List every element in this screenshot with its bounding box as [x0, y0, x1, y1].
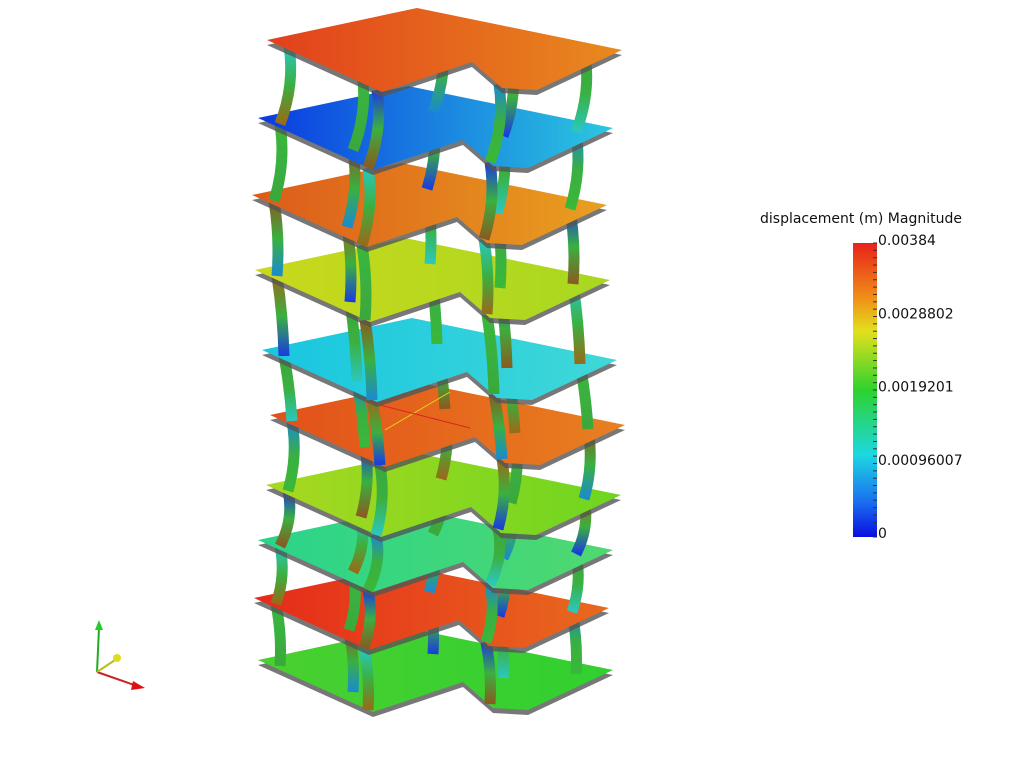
column	[356, 244, 372, 321]
column	[359, 319, 378, 401]
column	[480, 582, 498, 644]
floor-slab	[258, 86, 613, 170]
legend-tick-label: 0.00384	[878, 233, 936, 249]
floor-slab	[258, 508, 613, 592]
column	[268, 123, 288, 203]
column	[358, 588, 376, 650]
column	[484, 83, 507, 164]
column	[271, 275, 290, 357]
column	[282, 420, 300, 493]
column	[362, 89, 385, 170]
floor-slab	[252, 163, 607, 247]
column	[274, 45, 297, 126]
column	[492, 458, 510, 531]
legend-ticks	[873, 242, 877, 538]
column	[268, 200, 284, 277]
floor-slab	[267, 8, 622, 92]
column	[356, 167, 376, 247]
cursor-line	[379, 404, 471, 429]
legend-tick-label: 0.00096007	[878, 453, 963, 469]
column	[366, 399, 386, 466]
building-model	[252, 8, 625, 768]
column	[370, 464, 388, 537]
column	[481, 313, 500, 395]
floor-slab	[266, 453, 621, 537]
column	[480, 640, 496, 705]
legend-tick-label: 0.0028802	[878, 306, 954, 322]
column	[358, 646, 374, 711]
column	[478, 238, 494, 315]
color-legend: displacement (m) Magnitude 0.00384 0.0028…	[760, 211, 963, 542]
cursor-line	[384, 391, 451, 431]
orientation-axes	[95, 620, 145, 690]
floor-slab	[255, 238, 610, 322]
legend-tick-label: 0.0019201	[878, 380, 954, 396]
legend-title: displacement (m) Magnitude	[760, 211, 962, 227]
legend-tick-label: 0	[878, 526, 887, 542]
floor-slab	[254, 566, 609, 650]
